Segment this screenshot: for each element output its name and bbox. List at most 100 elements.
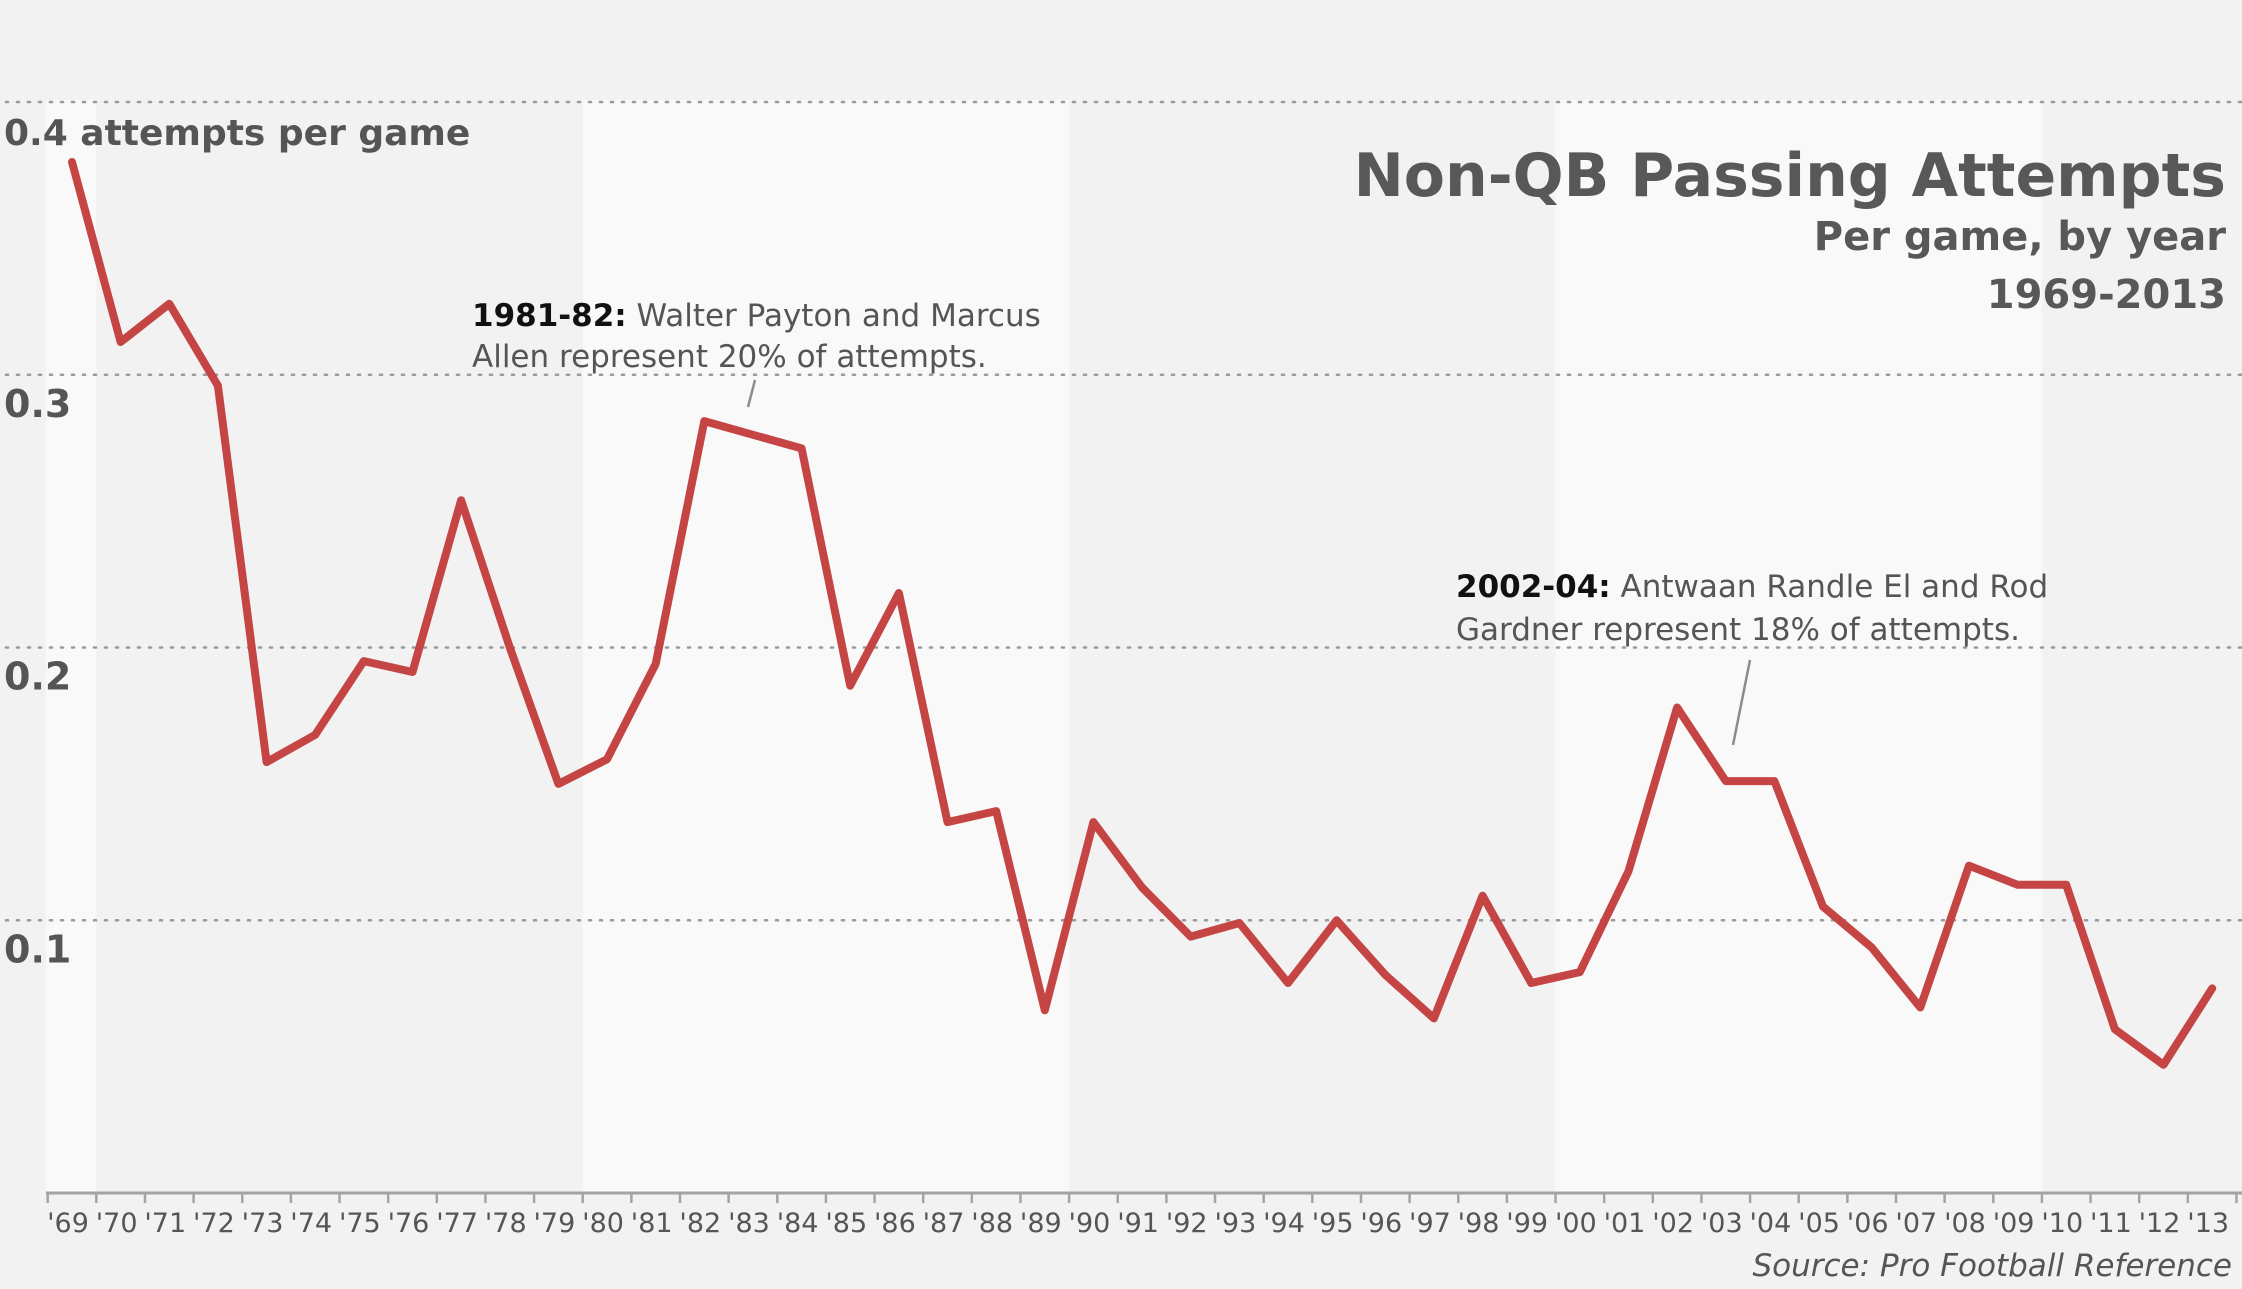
x-tick-label-9: '78	[485, 1208, 527, 1239]
x-tick-label-23: '92	[1166, 1208, 1208, 1239]
data-point-'89	[1041, 1006, 1049, 1014]
x-tick-label-14: '83	[728, 1208, 770, 1239]
annotation-2002-04-line-1: 2002-04: Antwaan Randle El and Rod	[1456, 569, 2048, 605]
data-point-'77	[457, 496, 465, 504]
data-point-'85	[846, 682, 854, 690]
data-point-'84	[798, 444, 806, 452]
x-tick-label-37: '06	[1847, 1208, 1889, 1239]
data-point-'07	[1916, 1004, 1924, 1012]
data-point-'11	[2111, 1025, 2119, 1033]
x-tick-label-32: '01	[1604, 1208, 1646, 1239]
data-point-'76	[408, 668, 416, 676]
data-point-'92	[1187, 933, 1195, 941]
data-point-'12	[2160, 1061, 2168, 1069]
x-tick-label-1: '70	[96, 1208, 138, 1239]
chart-title: Non-QB Passing Attempts	[1354, 141, 2226, 211]
annotation-1981-82-text-1: Walter Payton and Marcus	[627, 298, 1041, 334]
data-point-'06	[1868, 944, 1876, 952]
x-tick-label-24: '93	[1214, 1208, 1256, 1239]
x-tick-label-13: '82	[679, 1208, 721, 1239]
x-tick-label-34: '03	[1701, 1208, 1743, 1239]
data-point-'94	[1284, 979, 1292, 987]
data-point-'78	[506, 644, 514, 652]
x-tick-label-21: '90	[1069, 1208, 1111, 1239]
data-point-'69	[68, 158, 76, 166]
data-point-'88	[992, 807, 1000, 815]
x-tick-label-36: '05	[1798, 1208, 1840, 1239]
data-point-'10	[2062, 881, 2070, 889]
x-tick-label-27: '96	[1360, 1208, 1402, 1239]
data-point-'81	[652, 660, 660, 668]
x-tick-label-15: '84	[777, 1208, 819, 1239]
data-point-'13	[2208, 984, 2216, 992]
annotation-2002-04-years: 2002-04:	[1456, 569, 1611, 605]
data-point-'02	[1673, 704, 1681, 712]
x-tick-label-26: '95	[1312, 1208, 1354, 1239]
data-point-'93	[1235, 919, 1243, 927]
data-point-'80	[603, 755, 611, 763]
x-tick-label-11: '80	[582, 1208, 624, 1239]
x-tick-label-29: '98	[1458, 1208, 1500, 1239]
data-point-'97	[1430, 1014, 1438, 1022]
data-point-'98	[1479, 892, 1487, 900]
data-point-'86	[895, 589, 903, 597]
data-point-'08	[1965, 862, 1973, 870]
y-tick-label-0.2: 0.2	[4, 655, 71, 699]
x-tick-label-22: '91	[1117, 1208, 1159, 1239]
x-axis-ticks: '69'70'71'72'73'74'75'76'77'78'79'80'81 '…	[46, 1193, 2238, 1239]
annotation-2002-04-leader	[1731, 659, 1752, 746]
chart-subtitle-years: 1969-2013	[1987, 272, 2226, 318]
data-point-'71	[165, 300, 173, 308]
data-point-'09	[2014, 881, 2022, 889]
annotation-2002-04: 2002-04: Antwaan Randle El and Rod Gardn…	[1456, 569, 2048, 746]
data-point-'73	[263, 758, 271, 766]
series-line-non-qb-attempts	[68, 158, 2217, 1069]
data-point-'03	[1722, 777, 1730, 785]
data-point-'01	[1624, 867, 1632, 875]
data-point-'82	[700, 417, 708, 425]
x-tick-label-0: '69	[47, 1208, 89, 1239]
x-tick-label-6: '75	[339, 1208, 381, 1239]
x-tick-label-18: '87	[923, 1208, 965, 1239]
x-tick-label-33: '02	[1652, 1208, 1694, 1239]
band-1960s	[46, 100, 97, 1193]
annotation-2002-04-text-1: Antwaan Randle El and Rod	[1611, 569, 2048, 605]
data-point-'70	[117, 338, 125, 346]
x-tick-label-28: '97	[1409, 1208, 1451, 1239]
x-tick-label-44: '13	[2187, 1208, 2229, 1239]
x-tick-label-3: '72	[193, 1208, 235, 1239]
y-axis-unit-label: 0.4 attempts per game	[4, 113, 470, 154]
data-point-'00	[1576, 968, 1584, 976]
y-tick-label-0.3: 0.3	[4, 382, 71, 426]
annotation-1981-82-line-1: 1981-82: Walter Payton and Marcus	[472, 298, 1041, 334]
annotation-1981-82-line-2: Allen represent 20% of attempts.	[472, 339, 987, 375]
x-tick-label-8: '77	[436, 1208, 478, 1239]
chart-subtitle: Per game, by year	[1814, 214, 2226, 260]
x-tick-label-12: '81	[631, 1208, 673, 1239]
annotation-1981-82: 1981-82: Walter Payton and Marcus Allen …	[472, 298, 1041, 408]
x-tick-label-19: '88	[971, 1208, 1013, 1239]
x-tick-label-7: '76	[388, 1208, 430, 1239]
band-1980s	[582, 100, 1070, 1193]
x-tick-label-5: '74	[290, 1208, 332, 1239]
data-point-'04	[1770, 777, 1778, 785]
y-axis-ticks: 0.3 0.2 0.1	[4, 382, 71, 972]
x-tick-label-2: '71	[144, 1208, 186, 1239]
x-tick-label-17: '86	[874, 1208, 916, 1239]
data-point-'90	[1089, 818, 1097, 826]
data-point-'79	[554, 780, 562, 788]
data-point-'72	[214, 382, 222, 390]
annotation-2002-04-line-2: Gardner represent 18% of attempts.	[1456, 612, 2020, 648]
data-point-'96	[1381, 971, 1389, 979]
data-point-'95	[1333, 916, 1341, 924]
x-tick-label-4: '73	[242, 1208, 284, 1239]
x-tick-label-25: '94	[1263, 1208, 1305, 1239]
x-tick-label-42: '11	[2090, 1208, 2132, 1239]
x-tick-label-20: '89	[1020, 1208, 1062, 1239]
x-tick-label-16: '85	[825, 1208, 867, 1239]
x-tick-label-35: '04	[1750, 1208, 1792, 1239]
x-tick-label-30: '99	[1506, 1208, 1548, 1239]
data-point-'05	[1819, 903, 1827, 911]
data-point-'87	[944, 818, 952, 826]
annotation-1981-82-years: 1981-82:	[472, 298, 627, 334]
